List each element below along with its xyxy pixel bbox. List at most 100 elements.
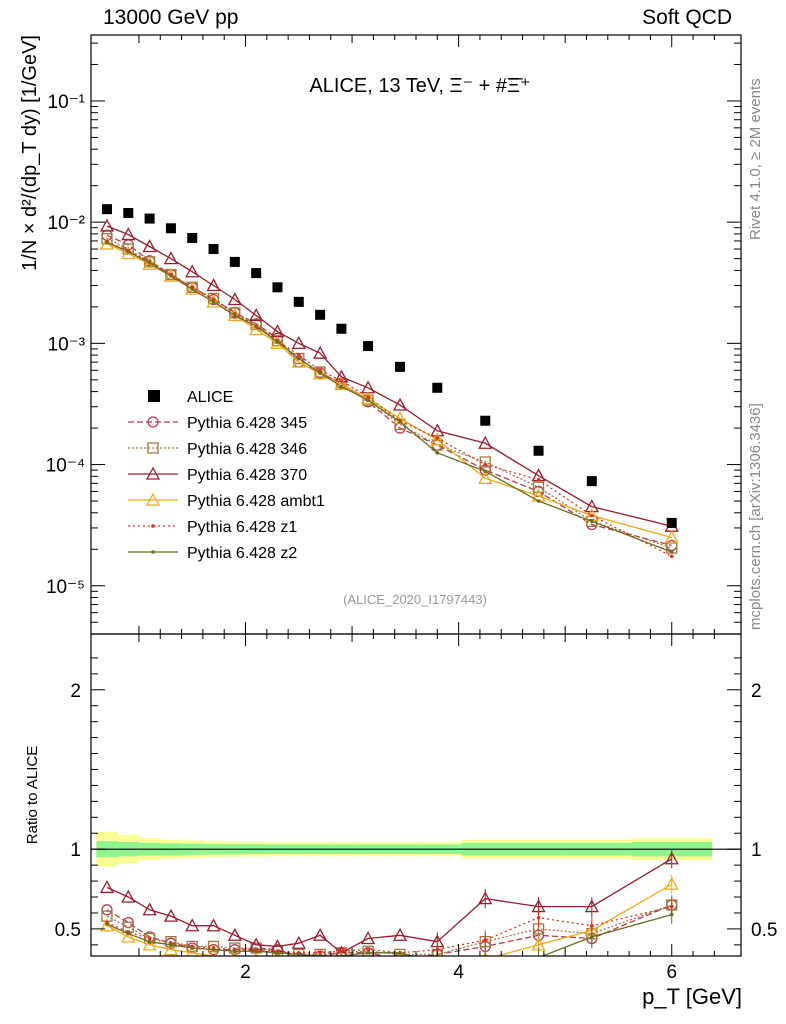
series-2-point: [313, 345, 328, 359]
data-point: [533, 445, 544, 456]
ratio-5-point: [211, 947, 216, 952]
series-4-point: [435, 436, 440, 441]
legend: ALICE Pythia 6.428 345 Pythia 6.428 346 Pyt…: [128, 389, 325, 562]
series-4-point: [366, 395, 370, 399]
series-5-point: [669, 550, 674, 554]
series-5-point: [590, 519, 594, 524]
ratio-1-point: [143, 932, 156, 945]
legend-marker-2: [145, 466, 161, 480]
data-point: [336, 323, 347, 334]
series-5-point: [536, 499, 541, 503]
data-point: [432, 382, 443, 393]
ratio-3-point: [319, 955, 321, 956]
ratio-4-point: [147, 936, 152, 941]
series-3-point: [334, 376, 349, 390]
legend-marker-3: [145, 492, 161, 506]
series-5-point: [366, 398, 370, 402]
series-5-point: [398, 420, 402, 424]
series-5-point: [339, 384, 344, 389]
ratio-y-tick-label-right: 0.5: [751, 920, 777, 941]
ratio-y-tick-label: 1: [70, 840, 81, 861]
ratio-2-point: [335, 945, 348, 956]
ratio-5-point: [398, 951, 402, 955]
series-4-point: [339, 379, 344, 383]
ratio-1-point: [186, 940, 198, 953]
legend-label-2: Pythia 6.428 370: [187, 467, 307, 484]
y-tick-label: 10⁻¹: [48, 92, 86, 113]
ratio-5-point: [254, 949, 258, 954]
ratio-5-point: [366, 951, 370, 955]
series-3-point: [478, 470, 493, 484]
series-5-point: [233, 313, 237, 318]
series-5-point: [435, 451, 440, 455]
legend-marker-5: [151, 550, 155, 554]
series-4-point: [318, 368, 322, 373]
ratio-5-point: [436, 961, 440, 965]
ratio-y-tick-label: 0.5: [55, 920, 81, 941]
series-2-point: [249, 308, 264, 322]
x-tick-label: 4: [453, 962, 464, 983]
series-3-point: [664, 530, 679, 544]
data-point: [144, 213, 155, 224]
series-5-point: [169, 274, 173, 278]
series-2-point: [430, 423, 445, 437]
ratio-2-point: [163, 908, 179, 922]
labels: 2 4 6 10⁻⁵ 10⁻⁴ 10⁻³ 10⁻² 10⁻¹ 0.5 0.5 1 1 2 2 ALICE, …: [19, 35, 777, 1009]
ratio-2-point: [584, 899, 599, 913]
ratio-2-point: [227, 927, 242, 941]
x-axis-label: p_T [GeV]: [642, 984, 742, 1009]
ratio-2-point: [142, 902, 157, 916]
series-2-point: [163, 251, 179, 265]
legend-label-4: Pythia 6.428 z1: [187, 519, 297, 536]
ratio-4-point: [590, 923, 594, 928]
series-2-point: [121, 227, 136, 241]
data-point: [315, 309, 326, 320]
ratio-5-point: [296, 952, 301, 956]
series-2-point: [291, 335, 306, 350]
ratio-line-3: [106, 883, 673, 956]
series-2-point: [206, 278, 221, 292]
series-4-point: [296, 353, 301, 357]
legend-label-3: Pythia 6.428 ambt1: [187, 493, 325, 510]
data-point: [480, 415, 491, 426]
ratio-y-tick-label-right: 2: [751, 681, 762, 702]
series-5-point: [105, 240, 109, 245]
series-2-point: [99, 218, 115, 232]
y-tick-label: 10⁻⁵: [46, 577, 85, 598]
ratio-5-point: [147, 939, 152, 944]
series-2-point: [142, 239, 157, 253]
data-point: [395, 361, 406, 372]
y-axis-label: 1/N × d²/(dp_T dy) [1/GeV]: [19, 35, 41, 271]
series-5-point: [126, 249, 131, 254]
legend-marker-1: [147, 442, 159, 454]
main-plot: [99, 204, 679, 559]
series-3-point: [206, 294, 221, 308]
ratio-series-2: [99, 849, 679, 956]
legend-marker-0: [147, 416, 159, 428]
ratio-series-5: [105, 904, 674, 965]
data-point: [666, 517, 677, 528]
data-series: [101, 204, 677, 528]
series-1-point: [532, 481, 545, 493]
series-5-point: [296, 356, 301, 361]
series-2-point: [185, 264, 200, 278]
ratio-3-point: [186, 945, 198, 956]
series-4-point: [536, 477, 541, 482]
data-point: [187, 232, 198, 243]
series-3-point: [163, 268, 179, 282]
y-tick-label: 10⁻⁴: [46, 456, 85, 477]
y-tick-label: 10⁻³: [48, 334, 86, 355]
ratio-2-point: [99, 880, 115, 894]
ratio-1-point: [229, 942, 241, 954]
series-5-point: [275, 339, 280, 344]
ratio-y-axis-label: Ratio to ALICE: [24, 746, 41, 844]
series-5-point: [318, 371, 322, 375]
analysis-id: (ALICE_2020_I1797443): [343, 592, 487, 607]
series-4-point: [669, 554, 674, 559]
series-5: [105, 240, 674, 554]
data-point: [272, 282, 283, 293]
header-left: 13000 GeV pp: [103, 6, 239, 29]
data-point: [229, 256, 240, 267]
chart-title: ALICE, 13 TeV, Ξ⁻ + #Ξ̄⁺: [309, 75, 530, 97]
